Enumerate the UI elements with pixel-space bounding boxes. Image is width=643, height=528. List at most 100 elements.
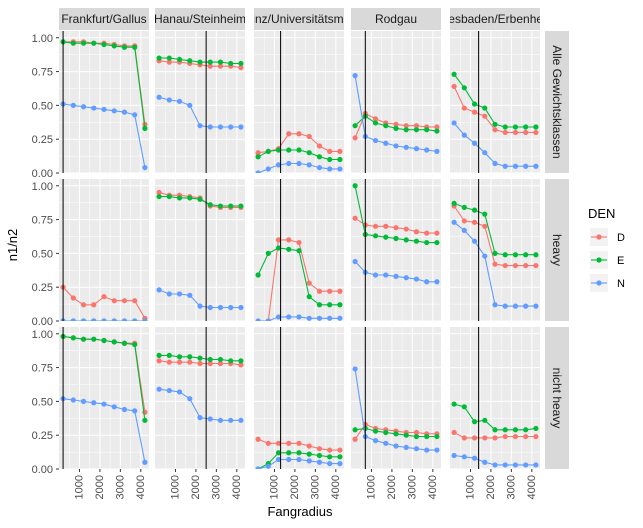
data-point-N bbox=[403, 444, 409, 450]
data-point-E bbox=[101, 41, 107, 48]
data-point-E bbox=[121, 340, 128, 346]
data-point-D bbox=[352, 436, 358, 442]
data-point-N bbox=[238, 124, 244, 130]
data-point-E bbox=[286, 147, 292, 153]
x-tick-label: 2000 bbox=[485, 475, 497, 499]
data-point-E bbox=[132, 341, 138, 348]
data-point-N bbox=[337, 315, 343, 321]
data-point-E bbox=[166, 193, 172, 200]
row-strip-label: Alle Gewichtsklassen bbox=[550, 45, 564, 158]
data-point-E bbox=[296, 248, 302, 254]
panel-background bbox=[450, 31, 540, 173]
column-strip: Frankfurt/Gallus bbox=[59, 8, 149, 30]
panel-series bbox=[352, 327, 440, 469]
data-point-D bbox=[393, 225, 399, 231]
data-point-N bbox=[502, 163, 508, 169]
data-point-E bbox=[296, 450, 302, 456]
data-point-E bbox=[393, 125, 399, 131]
data-point-N bbox=[286, 160, 292, 167]
data-point-N bbox=[166, 97, 172, 103]
strip-background bbox=[351, 8, 441, 30]
data-point-E bbox=[352, 427, 358, 433]
data-point-N bbox=[111, 318, 117, 321]
data-point-N bbox=[166, 291, 172, 297]
data-point-E bbox=[492, 427, 498, 433]
data-point-D bbox=[352, 135, 358, 141]
data-point-N bbox=[451, 219, 457, 225]
data-point-N bbox=[132, 318, 138, 321]
data-point-N bbox=[255, 466, 261, 469]
data-point-N bbox=[80, 398, 87, 404]
row-strip-label: nicht heavy bbox=[550, 368, 564, 429]
data-point-N bbox=[502, 462, 508, 468]
data-point-E bbox=[275, 450, 282, 456]
y-tick-label: 0.25 bbox=[32, 134, 53, 146]
data-point-E bbox=[352, 183, 358, 189]
data-point-D bbox=[132, 298, 138, 304]
data-point-D bbox=[70, 295, 76, 301]
data-point-N bbox=[352, 73, 358, 79]
legend: DEN DEN bbox=[588, 206, 625, 292]
data-point-E bbox=[166, 352, 172, 358]
data-point-N bbox=[156, 386, 162, 392]
data-point-N bbox=[275, 162, 282, 168]
data-point-E bbox=[187, 58, 193, 64]
data-point-D bbox=[523, 129, 529, 136]
data-point-N bbox=[451, 120, 457, 126]
data-point-E bbox=[327, 156, 333, 163]
row-strip-label: heavy bbox=[550, 234, 564, 266]
data-point-D bbox=[306, 443, 312, 449]
y-tick-label: 0.00 bbox=[32, 316, 53, 328]
data-point-D bbox=[296, 440, 302, 446]
panel-series bbox=[255, 31, 343, 173]
data-point-N bbox=[403, 144, 409, 150]
data-point-N bbox=[512, 163, 519, 169]
data-point-E bbox=[337, 156, 343, 163]
data-point-E bbox=[352, 123, 358, 129]
x-tick-label: 2000 bbox=[94, 475, 106, 499]
data-point-E bbox=[482, 417, 488, 423]
data-point-E bbox=[523, 427, 529, 433]
data-point-N bbox=[228, 417, 234, 423]
data-point-D bbox=[383, 223, 389, 229]
column-strip: Rodgau bbox=[351, 8, 441, 30]
data-point-D bbox=[187, 359, 193, 365]
data-point-D bbox=[502, 129, 508, 136]
data-point-E bbox=[492, 250, 498, 256]
data-point-N bbox=[383, 272, 389, 278]
data-point-D bbox=[156, 358, 162, 364]
data-point-N bbox=[327, 315, 333, 321]
data-point-E bbox=[238, 203, 244, 209]
data-point-D bbox=[327, 288, 333, 294]
data-point-E bbox=[482, 211, 488, 217]
facet-panel bbox=[351, 31, 441, 174]
data-point-E bbox=[403, 127, 409, 133]
column-strip-label: Rodgau bbox=[375, 12, 417, 26]
panel-series bbox=[60, 179, 148, 321]
data-point-E bbox=[101, 337, 107, 344]
y-tick-label: 0.75 bbox=[32, 363, 53, 375]
data-point-E bbox=[132, 44, 138, 50]
data-point-N bbox=[197, 303, 203, 309]
data-point-E bbox=[512, 252, 519, 258]
data-point-D bbox=[327, 148, 333, 154]
column-strip-label: Hanau/Steinheim bbox=[154, 12, 246, 26]
data-point-N bbox=[383, 140, 389, 146]
data-point-D bbox=[451, 83, 457, 90]
y-tick-label: 0.75 bbox=[32, 67, 53, 79]
data-point-E bbox=[523, 252, 529, 258]
data-point-N bbox=[197, 123, 203, 129]
data-point-E bbox=[471, 207, 478, 213]
data-point-D bbox=[434, 124, 440, 130]
data-point-D bbox=[166, 359, 172, 365]
data-point-N bbox=[70, 397, 76, 403]
data-point-D bbox=[207, 360, 213, 367]
x-tick-label: 2000 bbox=[386, 475, 398, 499]
data-point-D bbox=[512, 433, 519, 440]
strip-background bbox=[155, 8, 245, 30]
data-point-E bbox=[197, 59, 203, 65]
y-tick-label: 0.00 bbox=[32, 464, 53, 476]
legend-label: E bbox=[617, 255, 624, 267]
data-point-N bbox=[255, 170, 261, 173]
legend-key-point bbox=[596, 280, 602, 286]
